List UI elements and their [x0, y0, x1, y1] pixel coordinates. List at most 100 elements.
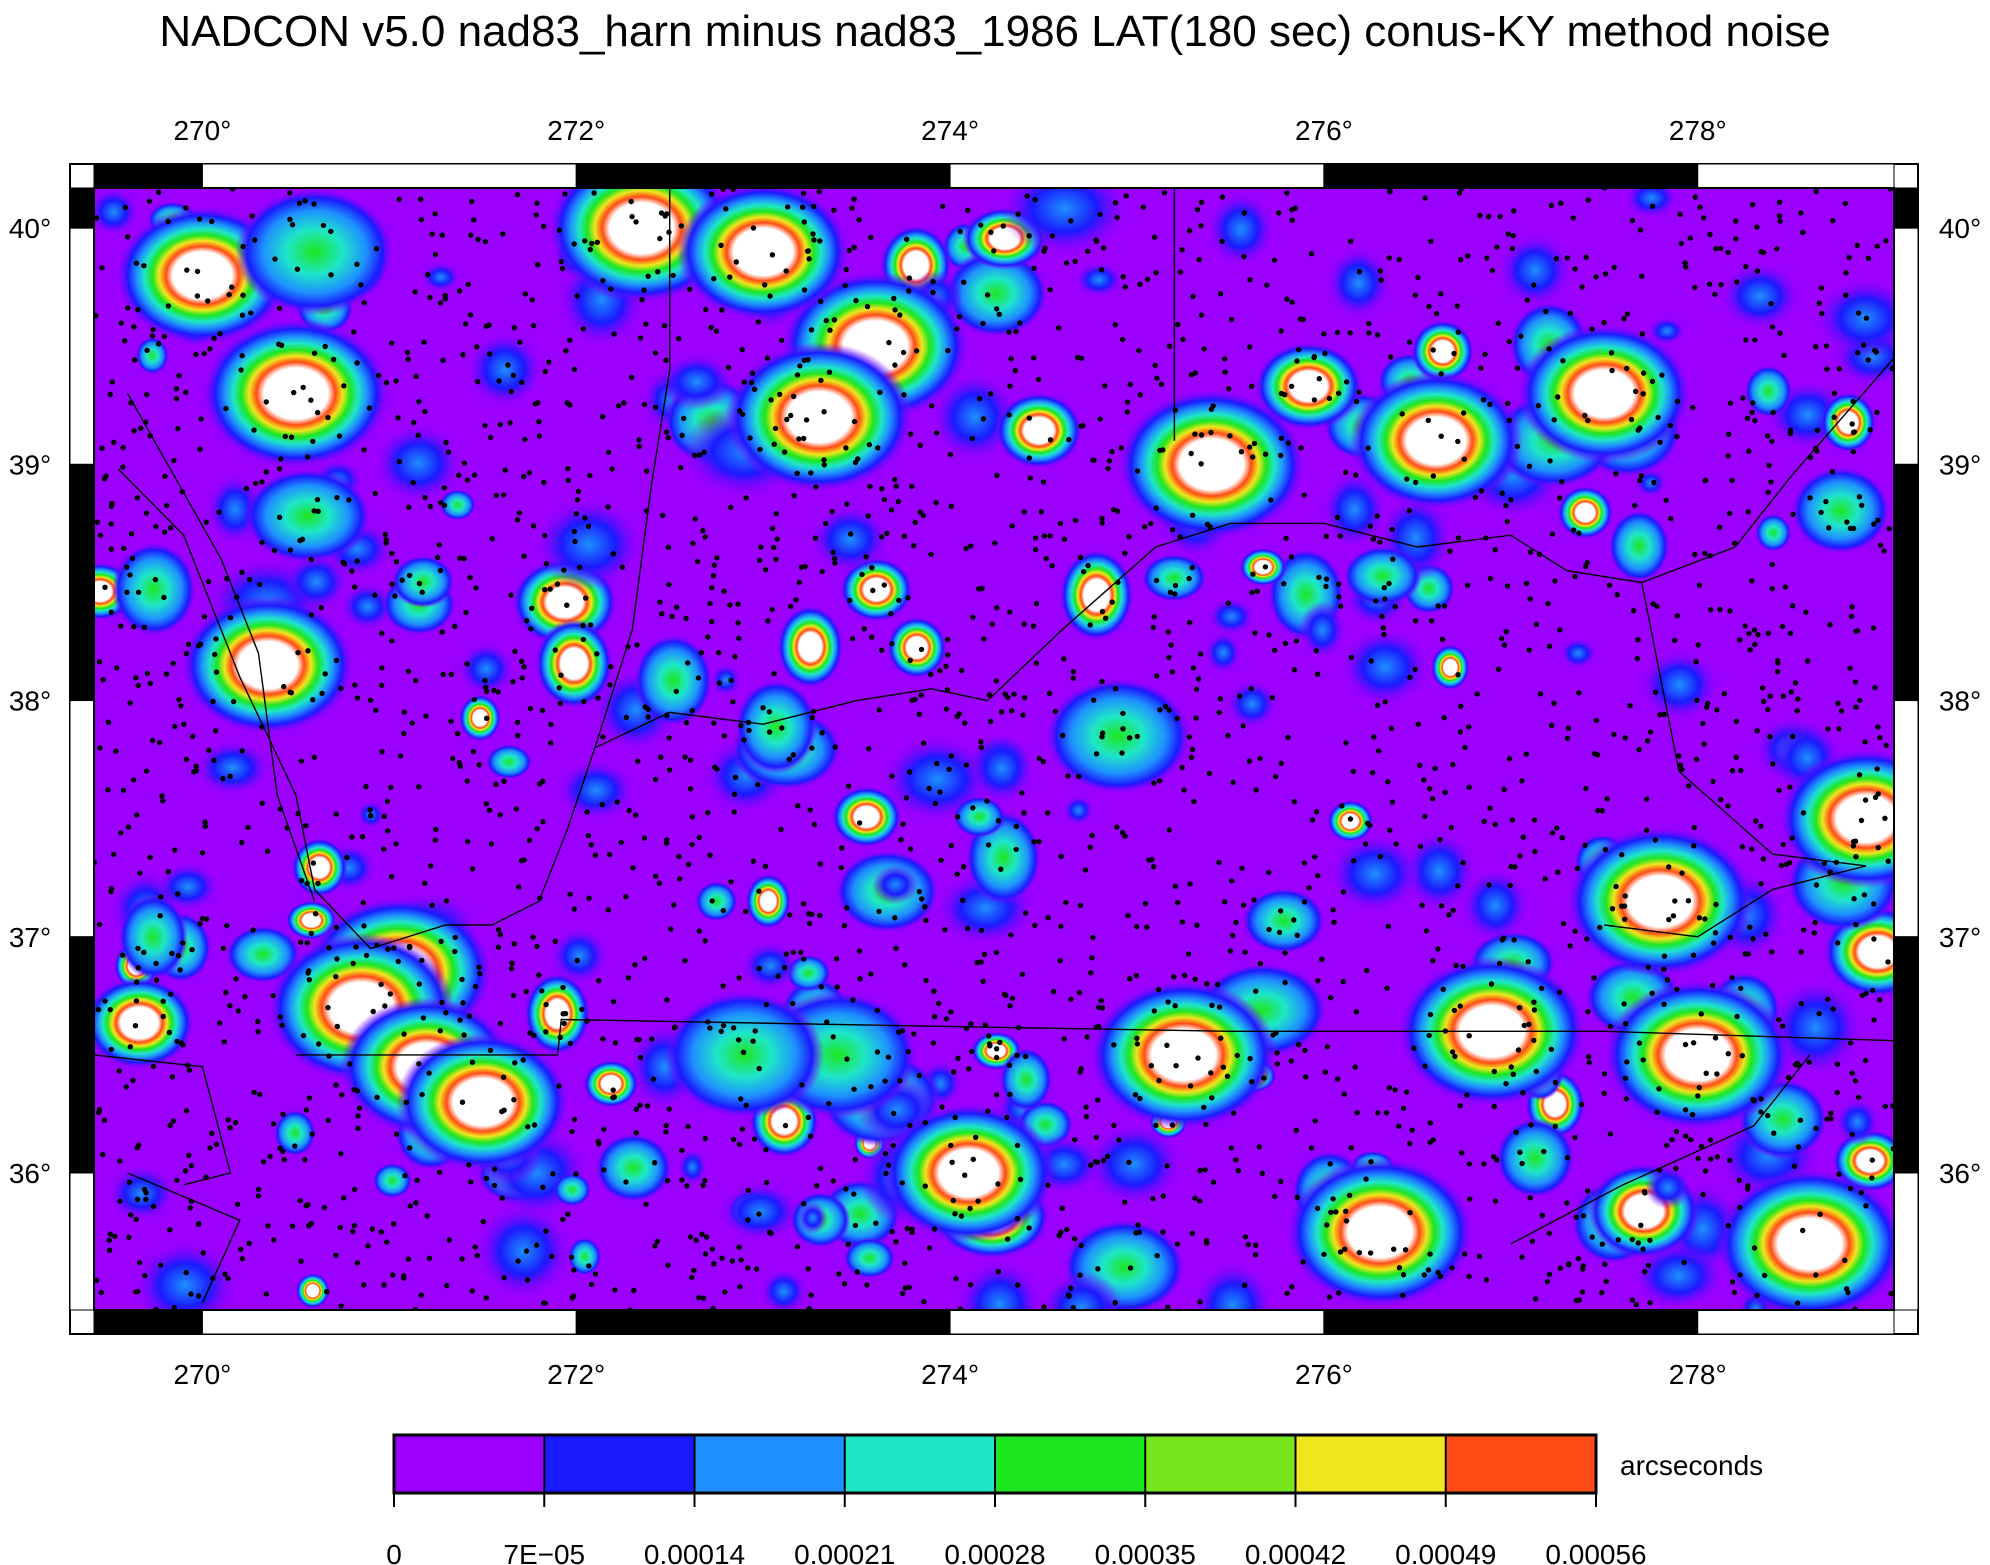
survey-point [1368, 1159, 1374, 1165]
survey-point [1423, 928, 1430, 934]
survey-point [1014, 1052, 1020, 1059]
survey-point [1282, 392, 1288, 398]
survey-point [1679, 766, 1685, 773]
survey-point [1087, 844, 1093, 850]
survey-point [1132, 1092, 1139, 1098]
survey-point [587, 246, 593, 253]
survey-point [1875, 517, 1881, 523]
survey-point [300, 384, 306, 391]
survey-point [233, 976, 239, 982]
survey-point [1716, 524, 1723, 530]
survey-point [99, 445, 105, 451]
survey-point [351, 1222, 358, 1229]
survey-point [1633, 1301, 1639, 1308]
noise-blob [1496, 1118, 1575, 1198]
survey-point [791, 393, 797, 400]
survey-point [1585, 1008, 1591, 1015]
survey-point [1751, 1245, 1758, 1251]
survey-point [499, 1195, 505, 1201]
survey-point [865, 513, 871, 519]
survey-point [1303, 1074, 1309, 1080]
survey-point [437, 567, 444, 574]
survey-point [422, 880, 428, 886]
noise-blob [735, 679, 818, 775]
survey-point [800, 901, 807, 907]
survey-point [542, 587, 548, 593]
survey-point [904, 236, 910, 242]
survey-point [902, 962, 908, 968]
survey-point [1252, 630, 1258, 636]
survey-point [1374, 513, 1380, 519]
survey-point [579, 1006, 585, 1012]
survey-point [1856, 772, 1863, 778]
survey-point [225, 1117, 231, 1123]
survey-point [625, 975, 632, 981]
survey-point [1174, 899, 1181, 906]
survey-point [511, 1097, 517, 1103]
survey-point [524, 618, 530, 624]
survey-point [1813, 882, 1820, 888]
survey-point [133, 1216, 139, 1223]
survey-point [461, 460, 468, 466]
survey-point [1171, 974, 1177, 980]
survey-point [167, 1122, 173, 1129]
survey-point [277, 1014, 283, 1020]
survey-point [874, 1007, 880, 1013]
survey-point [316, 1041, 322, 1047]
survey-point [1557, 627, 1563, 633]
survey-point [1278, 435, 1285, 441]
survey-point [830, 1034, 836, 1040]
survey-point [637, 1102, 643, 1108]
survey-point [1006, 329, 1012, 335]
survey-point [1035, 376, 1042, 383]
survey-point [281, 1156, 287, 1163]
survey-point [856, 948, 863, 954]
survey-point [97, 745, 103, 751]
survey-point [1161, 190, 1168, 196]
survey-point [412, 289, 418, 295]
survey-point [1049, 563, 1055, 569]
survey-point [868, 1084, 874, 1090]
survey-point [1219, 238, 1225, 244]
survey-point [1137, 281, 1143, 287]
survey-point [1197, 1167, 1203, 1174]
survey-point [1867, 427, 1873, 433]
survey-point [695, 675, 702, 681]
survey-point [963, 762, 970, 768]
survey-point [464, 778, 470, 784]
survey-point [1805, 658, 1811, 664]
survey-point [487, 434, 494, 441]
survey-point [396, 458, 403, 465]
survey-point [1509, 817, 1516, 823]
survey-point [1235, 1168, 1242, 1174]
survey-point [1464, 582, 1471, 588]
survey-point [188, 1291, 194, 1297]
survey-point [1548, 202, 1555, 208]
survey-point [1883, 238, 1889, 244]
survey-point [816, 188, 823, 195]
survey-point [508, 965, 515, 972]
survey-point [211, 335, 217, 342]
hotspot [1118, 389, 1306, 540]
survey-point [1850, 838, 1857, 845]
survey-point [100, 1151, 106, 1158]
survey-point [1262, 451, 1269, 457]
survey-point [892, 362, 898, 368]
survey-point [823, 317, 829, 324]
survey-point [1407, 1209, 1413, 1216]
survey-point [1026, 415, 1033, 421]
survey-point [173, 396, 180, 402]
survey-point [311, 754, 317, 760]
survey-point [515, 732, 521, 739]
survey-point [1452, 1053, 1458, 1060]
survey-point [1693, 659, 1699, 665]
survey-point [1072, 1136, 1078, 1143]
survey-point [1102, 383, 1108, 389]
noise-blob [1834, 1098, 1880, 1146]
survey-point [1575, 1256, 1582, 1262]
survey-point [1266, 632, 1272, 638]
noise-blob [550, 927, 609, 984]
survey-point [753, 1266, 760, 1272]
survey-point [981, 636, 987, 642]
survey-point [406, 572, 413, 579]
